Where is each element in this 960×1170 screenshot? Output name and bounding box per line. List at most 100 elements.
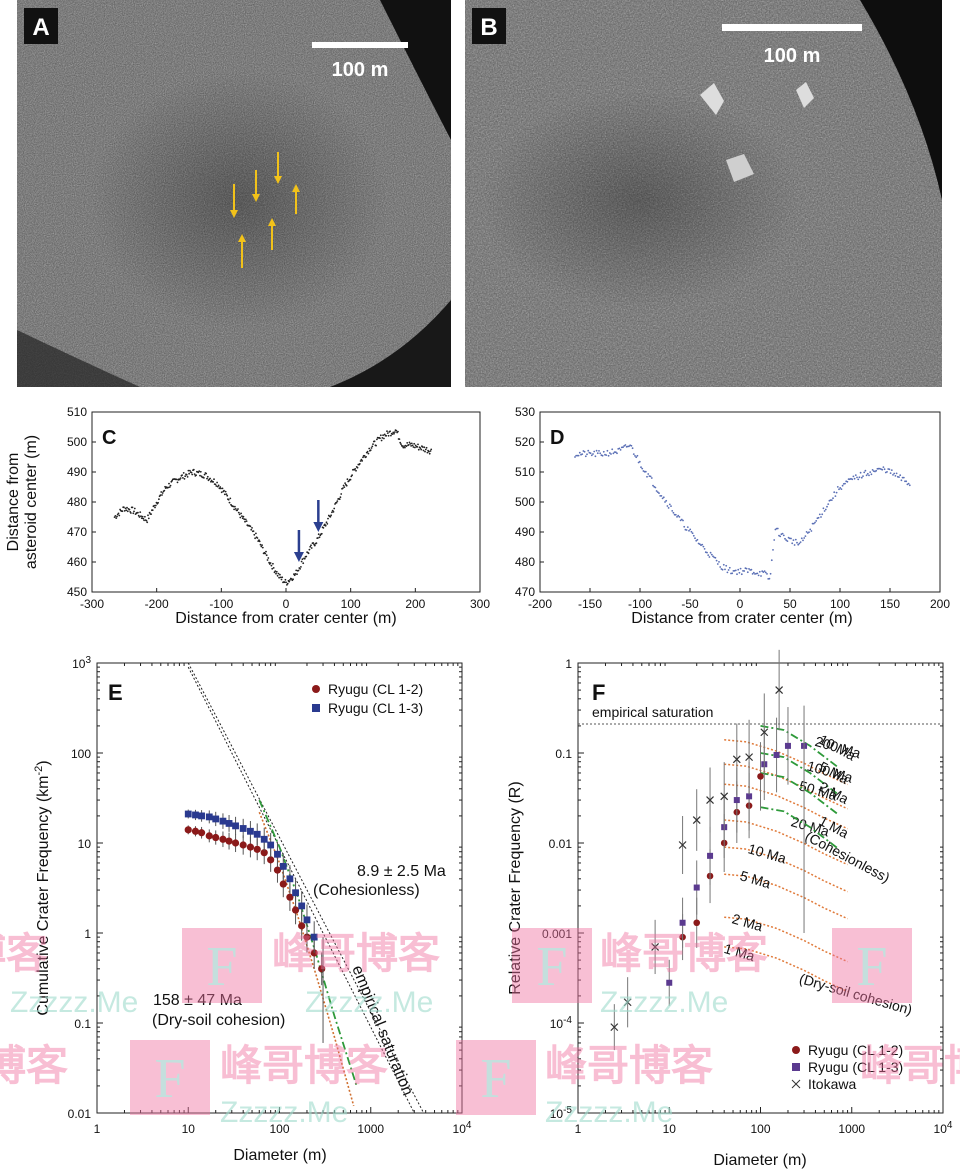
panel-c-profile-point (406, 442, 409, 444)
panel-d-profile-point (839, 487, 842, 489)
panel-e-point-cl12 (291, 906, 300, 914)
panel-d-profile-point (680, 518, 683, 521)
panel-d-profile-point (863, 471, 866, 474)
panel-d-profile-point (728, 566, 731, 569)
panel-c-profile-point (340, 493, 343, 495)
panel-c-profile-point (389, 430, 391, 433)
panel-d-profile-point (881, 468, 884, 471)
panel-a-scale-label: 100 m (332, 59, 389, 81)
panel-d-profile-point (857, 478, 860, 481)
panel-c-profile-point (281, 576, 284, 579)
panel-c-profile-point (238, 513, 241, 516)
panel-d-profile-point (900, 479, 903, 482)
panel-d-profile-point (650, 477, 653, 479)
panel-c-profile-point (159, 494, 162, 497)
panel-d-profile-point (772, 549, 774, 551)
panel-f-drysoil-isochron-1 (724, 763, 848, 810)
panel-d-profile-point (886, 471, 888, 473)
panel-e-point-cl13 (219, 817, 227, 825)
panel-d-profile-point (577, 454, 580, 457)
panel-d-profile-point (706, 551, 708, 554)
panel-f-ytick-label-5: 1 (565, 657, 572, 671)
panel-c-profile-point (223, 493, 226, 496)
panel-c-profile-point (178, 478, 181, 481)
panel-c-profile-point (209, 477, 212, 480)
panel-e-legend-marker-cl13 (312, 704, 320, 712)
panel-d-profile-point (664, 501, 666, 503)
panel-c-profile-point (269, 562, 272, 564)
panel-d-profile-point (781, 532, 784, 535)
panel-d-profile-point (709, 551, 712, 554)
panel-d-profile-point (674, 513, 677, 516)
panel-d-profile-point (611, 448, 614, 451)
panel-c-profile-point (133, 510, 135, 513)
panel-c-profile-point (300, 566, 302, 568)
panel-d-profile-point (756, 572, 759, 575)
panel-d-profile-point (731, 572, 734, 575)
panel-d-profile-point (612, 452, 615, 455)
panel-d-profile-point (834, 495, 837, 497)
panel-d-profile-point (818, 513, 821, 516)
panel-c-profile-point (315, 542, 318, 544)
panel-d-profile-point (882, 466, 885, 468)
panel-c-profile-point (325, 521, 328, 524)
panel-d-profile-point (797, 543, 800, 546)
panel-e-point-cl13 (212, 815, 220, 823)
panel-e-ytick-label-5: 103 (72, 655, 91, 672)
panel-c-profile-point (140, 517, 143, 520)
panel-c-profile-point (252, 530, 255, 532)
panel-c-profile-point (251, 527, 253, 529)
panel-c-profile-point (191, 473, 194, 476)
panel-c-profile-point (272, 567, 275, 569)
panel-f-point-cl13 (784, 742, 791, 749)
panel-d-profile-point (581, 453, 584, 455)
panel-e-point-cl13 (184, 810, 192, 818)
panel-d-profile-point (602, 450, 605, 453)
panel-c-ylabel-line1: Distance from (5, 453, 22, 552)
panel-d-profile-point (791, 542, 794, 545)
panel-d-profile-point (610, 453, 612, 455)
panel-e-point-cl12 (286, 893, 294, 901)
panel-e-legend-marker-cl12 (312, 685, 320, 693)
panel-c-profile-point (160, 491, 163, 493)
panel-c-profile-point (185, 474, 188, 476)
panel-d-profile-point (892, 474, 894, 476)
panel-c-profile-point (317, 537, 319, 539)
panel-c-profile-point (383, 433, 386, 436)
panel-d-profile-point (694, 537, 696, 540)
panel-e-xtick-label-1: 10 (182, 1122, 196, 1136)
panel-c-profile-point (351, 474, 353, 477)
panel-f-drysoil-isochron-0 (724, 739, 848, 786)
panel-d-profile-point (786, 540, 789, 542)
panel-d-profile-point (587, 449, 590, 452)
panel-d-profile-point (586, 453, 588, 456)
panel-d-ytick-label-1: 480 (515, 555, 535, 569)
panel-c-profile-point (392, 431, 395, 434)
panel-c-profile-point (393, 432, 395, 435)
panel-c-profile-point (417, 448, 420, 451)
panel-c-profile-point (391, 433, 394, 435)
panel-d-profile-point (619, 449, 622, 451)
panel-c-profile-point (345, 484, 348, 487)
panel-c-profile-point (428, 452, 431, 455)
panel-c-profile-point (205, 472, 208, 475)
panel-c-profile-point (331, 511, 333, 514)
panel-c-profile-point (402, 446, 405, 449)
panel-c-profile-point (346, 478, 349, 481)
panel-d-ytick-label-2: 490 (515, 525, 535, 539)
panel-c-profile-point (416, 446, 419, 448)
panel-e-point-cl12 (219, 835, 227, 843)
panel-c-profile-point (429, 450, 432, 452)
panel-d-profile-point (899, 474, 902, 477)
panel-d-profile-point (667, 507, 670, 509)
panel-c-profile-point (414, 446, 416, 449)
panel-d-profile-point (883, 468, 886, 471)
panel-d-profile-point (858, 476, 861, 479)
panel-d-profile-point (766, 573, 768, 575)
panel-c-profile-point (320, 532, 323, 535)
panel-f-ylabel: Relative Crater Frequency (R) (507, 781, 524, 994)
panel-f-legend-marker-cl13 (792, 1063, 800, 1071)
panel-f-ytick-sup-1: -4 (563, 1015, 572, 1026)
panel-b-letter: B (480, 14, 497, 41)
panel-f-xtick-label-2: 100 (750, 1122, 770, 1136)
